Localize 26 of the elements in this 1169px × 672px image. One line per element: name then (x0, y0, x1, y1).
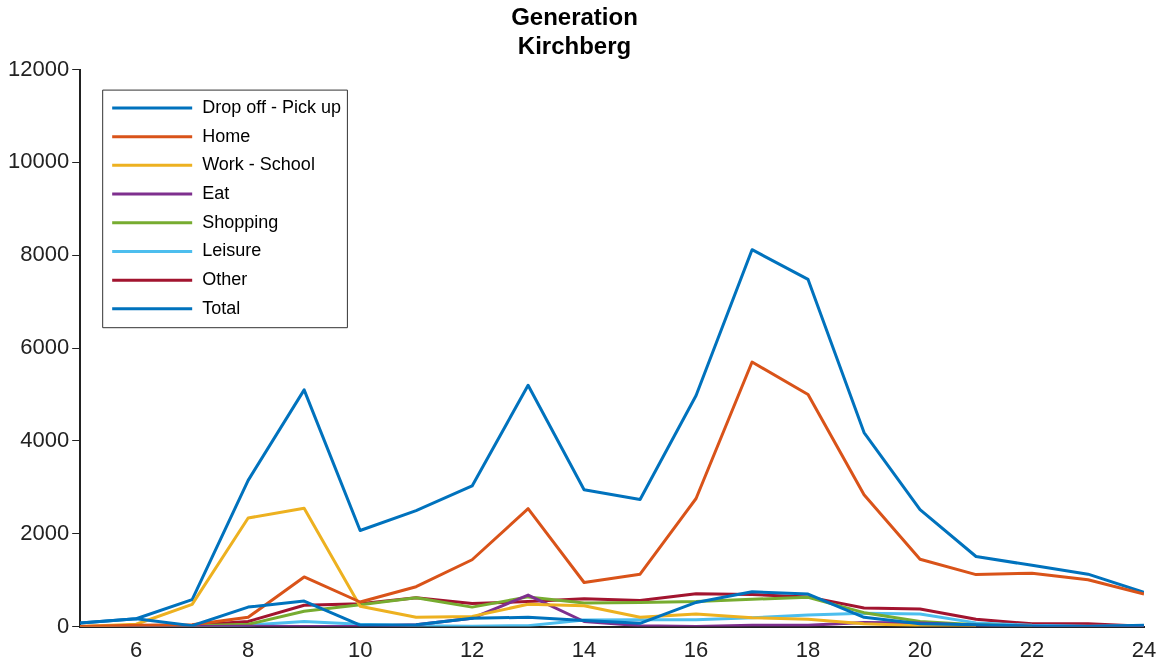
y-tick-label: 12000 (7, 55, 70, 81)
y-tick-label: 6000 (20, 334, 70, 360)
x-tick-label: 6 (130, 636, 143, 662)
y-tick-label: 2000 (20, 519, 70, 545)
x-tick-label: 8 (242, 636, 255, 662)
legend-label: Shopping (202, 211, 279, 232)
x-tick-label: 12 (459, 636, 485, 662)
chart-title: Generation Kirchberg (511, 3, 638, 59)
y-tick-label: 8000 (20, 241, 70, 267)
legend-label: Eat (202, 183, 230, 204)
legend-label: Home (202, 125, 251, 146)
y-tick-label: 10000 (7, 148, 70, 174)
legend-label: Drop off - Pick up (202, 96, 341, 117)
legend-label: Work - School (202, 154, 315, 175)
y-tick-label: 0 (56, 612, 70, 638)
y-tick-label: 4000 (20, 427, 70, 452)
legend-label: Other (202, 269, 248, 290)
legend-label: Total (202, 297, 241, 318)
x-tick-label: 14 (571, 636, 597, 662)
x-tick-label: 18 (795, 636, 821, 662)
x-tick-label: 24 (1131, 636, 1157, 662)
x-tick-label: 22 (1019, 636, 1045, 662)
x-tick-label: 20 (907, 636, 933, 662)
x-tick-label: 16 (683, 636, 709, 662)
x-tick-label: 10 (347, 636, 373, 662)
legend-label: Leisure (202, 240, 262, 261)
